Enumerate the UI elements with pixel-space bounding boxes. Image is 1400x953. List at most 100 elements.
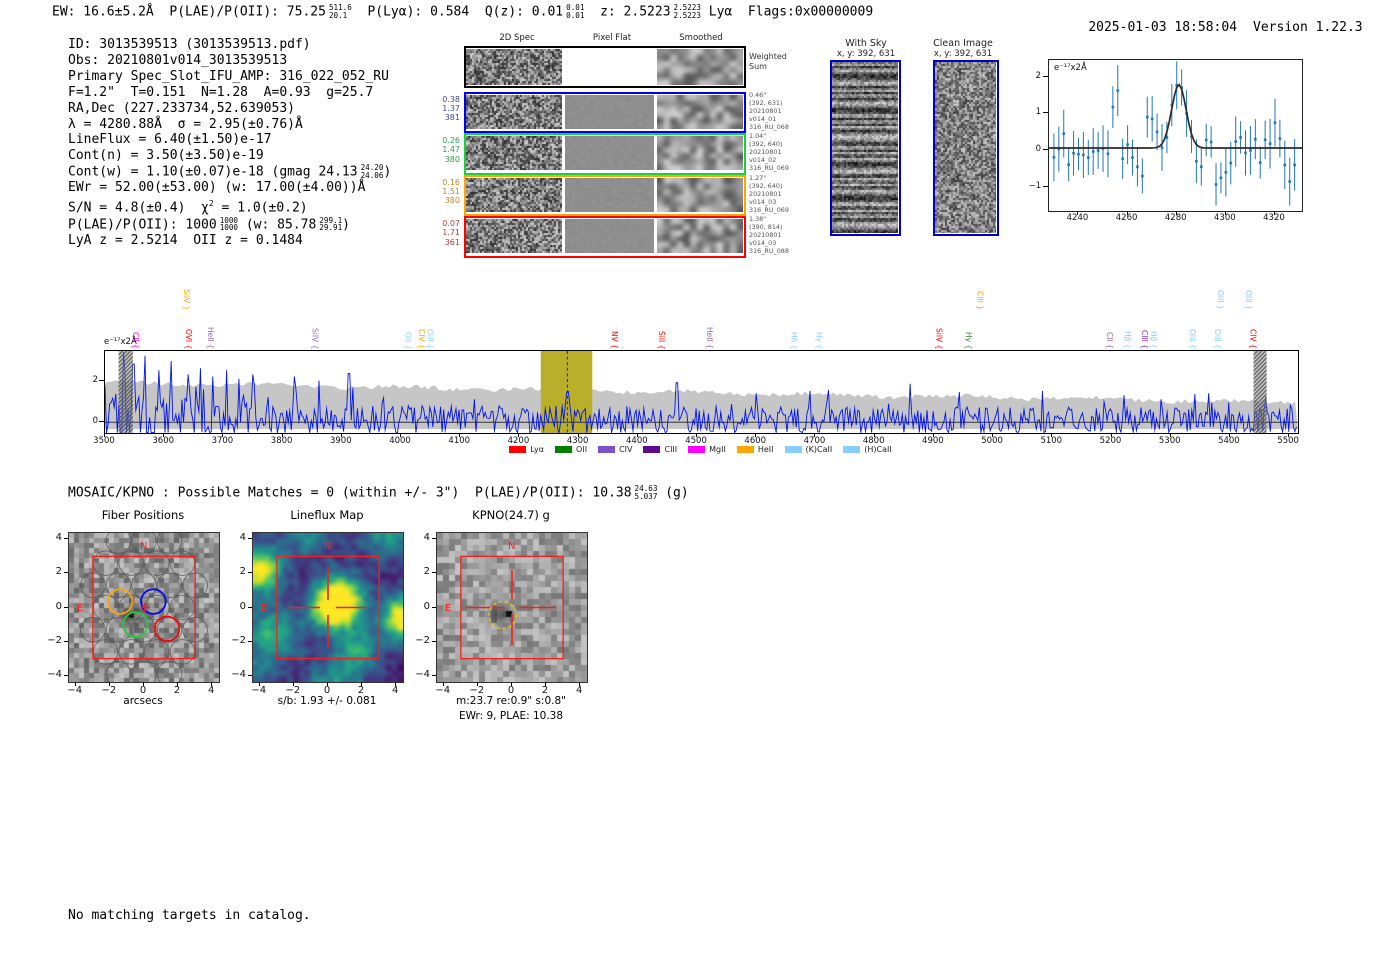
fiber-footprint-circle <box>156 661 183 682</box>
spectrum-x-tickmark <box>873 433 875 437</box>
text-segment: Cont(n) = 3.50(±3.50)e-19 <box>68 148 264 164</box>
panel-x-tick-label: −4 <box>435 685 451 696</box>
panel-y-tickmark <box>248 640 252 642</box>
spectrum-x-tickmark <box>163 433 165 437</box>
selected-fiber-circle <box>140 588 167 615</box>
lineflux-map-title: Lineflux Map <box>290 508 364 522</box>
inset-y-tickmark <box>1043 112 1048 114</box>
panel-y-tickmark <box>64 674 68 676</box>
info-line: EWr = 52.00(±53.00) (w: 17.00(±4.00))Å <box>68 180 391 196</box>
line-marker-oiii: OIII { <box>425 329 435 349</box>
text-segment: λ = 4280.88Å σ = 2.95(±0.76)Å <box>68 116 303 132</box>
fiber-cutout-row <box>464 216 746 258</box>
extraction-box <box>92 555 196 660</box>
legend-label: (H)CaII <box>864 445 892 454</box>
panel-y-tick-label: −2 <box>47 634 62 646</box>
center-cross-marker <box>139 602 150 613</box>
spectrum-x-tick-label: 4300 <box>566 436 589 446</box>
line-marker-ciii: CIII } <box>975 290 985 310</box>
text-segment: LyA z = 2.5214 OII z = 0.1484 <box>68 232 303 248</box>
info-line: λ = 4280.88Å σ = 2.95(±0.76)Å <box>68 117 391 133</box>
spectrum-x-tick-label: 4500 <box>685 436 707 446</box>
panel-y-tickmark <box>248 572 252 574</box>
legend-item-oii: OII <box>555 445 587 454</box>
row-2d-spec-image <box>466 94 562 129</box>
row-fiber-info-line: v014_02 <box>749 156 777 164</box>
inset-flux-units-label: e⁻¹⁷x2Å <box>1054 63 1087 73</box>
with-sky-image <box>832 62 898 233</box>
panel-y-tickmark <box>432 674 436 676</box>
note-line-1: No matching targets in catalog. <box>68 907 311 923</box>
info-line: Cont(n) = 3.50(±3.50)e-19 <box>68 148 391 164</box>
spectrum-x-tick-label: 4600 <box>744 436 767 446</box>
line-marker-oii: OII { <box>403 331 413 349</box>
fiber-cutout-row <box>464 133 746 175</box>
info-line: ID: 3013539513 (3013539513.pdf) <box>68 37 391 53</box>
superscript: 2 <box>208 199 214 209</box>
row-smoothed-image <box>657 136 743 170</box>
clean-image-frame <box>933 60 999 236</box>
fiber-footprint-circle <box>169 639 196 665</box>
line-fit-inset-canvas <box>1049 60 1302 211</box>
info-line: P(LAE)/P(OII): 1000 1000 1000 (w: 85.78 299… <box>68 216 391 233</box>
line-marker-civ: CIV { <box>1248 329 1258 349</box>
row-2d-spec-image <box>466 219 562 253</box>
row-weight-value: 0.38 <box>442 94 460 104</box>
with-sky-title: With Sky <box>845 38 887 49</box>
spectrum-y-tickmark <box>99 379 104 381</box>
panel-x-tickmark <box>511 682 512 686</box>
weighted-sum-2d-spec-image <box>466 49 562 85</box>
row-2d-spec-image <box>466 136 562 170</box>
info-line: LyA z = 2.5214 OII z = 0.1484 <box>68 233 391 249</box>
row-fiber-info: 1.38" (390, 814) 20210801 v014_03 316_RU_088 <box>749 215 809 255</box>
spectrum-x-tick-label: 3700 <box>211 436 234 446</box>
kpno-title: KPNO(24.7) g <box>472 508 550 522</box>
line-marker-ciii: CIII { <box>1140 329 1150 349</box>
spectrum-x-tickmark <box>518 433 520 437</box>
legend-swatch <box>509 446 527 453</box>
panel-y-tick-label: 0 <box>55 600 62 612</box>
row-weight-value: 1.47 <box>442 145 460 155</box>
inset-x-tick-label: 4240 <box>1066 213 1089 223</box>
inset-x-tick-label: 4280 <box>1164 213 1187 223</box>
panel-x-tickmark <box>476 682 478 686</box>
line-marker-oiii: OIII { <box>1187 329 1197 349</box>
inset-x-tickmark <box>1175 211 1177 215</box>
inset-x-tick-label: 4300 <box>1214 213 1236 223</box>
crosshair-marker <box>288 567 368 648</box>
panel-y-tickmark <box>432 538 436 540</box>
row-weight-labels: 0.38 1.37 381 <box>420 95 460 123</box>
row-weight-labels: 0.26 1.47 380 <box>420 136 460 164</box>
text-segment: Primary Spec_Slot_IFU_AMP: 316_022_052_R… <box>68 68 389 84</box>
report-version: Version 1.22.3 <box>1253 19 1363 35</box>
fiber-footprint-circle <box>92 639 119 665</box>
text-segment: EWr = 52.00(±53.00) (w: 17.00(±4.00))Å <box>68 180 366 196</box>
row-fiber-info-line: 0.46" <box>749 90 767 99</box>
inset-y-tick-label: 1 <box>1035 107 1041 118</box>
fraction-stack: 24.20 24.06 <box>360 163 384 181</box>
legend-swatch <box>736 446 754 453</box>
fiber-footprint-circle <box>131 616 157 643</box>
legend-item-ciii: CIII <box>643 445 677 454</box>
fiber-cutout-row <box>464 174 746 216</box>
line-marker-hβ: Hβ { <box>1122 331 1132 349</box>
fiber-footprint-circle <box>118 550 144 576</box>
spectrum-x-tickmark <box>1110 433 1112 437</box>
spectrum-x-tickmark <box>400 433 402 437</box>
info-line: F=1.2" T=0.151 N=1.28 A=0.93 g=25.7 <box>68 85 391 101</box>
row-fiber-info-line: 20210801 <box>749 148 782 156</box>
panel-x-tickmark <box>579 682 581 686</box>
spectrum-x-tick-label: 5000 <box>981 436 1003 446</box>
panel-x-tickmark <box>258 682 260 686</box>
panel-x-tickmark <box>442 682 444 686</box>
kpno-caption-morphology: m:23.7 re:0.9" s:0.8" <box>456 695 566 707</box>
panel-x-tick-label: −4 <box>251 685 267 696</box>
row-pixel-flat-image <box>565 136 654 170</box>
spectrum-y-tick-label: 0 <box>92 416 98 427</box>
fraction-stack: 0.01 0.01 <box>566 3 585 20</box>
panel-x-tick-label: 4 <box>208 685 215 696</box>
row-smoothed-image <box>657 219 743 253</box>
spectrum-x-tick-label: 4700 <box>803 436 826 446</box>
report-timestamp: 2025-01-03 18:58:04 <box>1088 19 1238 35</box>
